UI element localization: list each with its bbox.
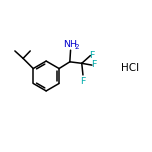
Text: F: F (90, 51, 95, 60)
Text: HCl: HCl (121, 63, 140, 73)
Text: F: F (91, 60, 97, 69)
Text: 2: 2 (74, 44, 79, 50)
Text: F: F (81, 77, 86, 86)
Text: NH: NH (64, 40, 78, 49)
